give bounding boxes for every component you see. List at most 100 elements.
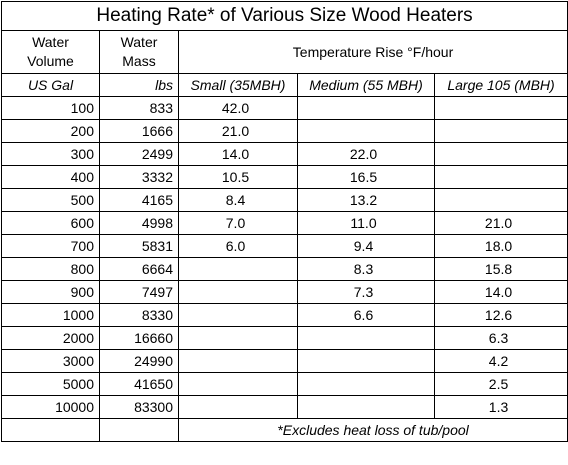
cell-medium — [297, 119, 435, 143]
cell-large — [433, 119, 568, 143]
table-row: 100 833 42.0 — [1, 96, 568, 120]
cell-small: 7.0 — [178, 211, 298, 235]
table-title: Heating Rate* of Various Size Wood Heate… — [0, 1, 568, 31]
unit-medium: Medium (55 MBH) — [297, 73, 435, 97]
cell-large — [433, 96, 568, 120]
cell-small: 8.4 — [178, 188, 298, 212]
cell-us-gal: 500 — [1, 188, 100, 212]
cell-large: 6.3 — [433, 326, 568, 350]
cell-large — [433, 188, 568, 212]
cell-small — [178, 349, 298, 373]
cell-small — [178, 372, 298, 396]
table-row: 2000 16660 6.3 — [1, 326, 568, 350]
cell-medium — [297, 372, 435, 396]
table-row: 200 1666 21.0 — [1, 119, 568, 143]
cell-medium — [297, 395, 435, 419]
cell-large: 21.0 — [433, 211, 568, 235]
heating-rate-table: Heating Rate* of Various Size Wood Heate… — [0, 1, 568, 442]
cell-us-gal: 600 — [1, 211, 100, 235]
footnote: *Excludes heat loss of tub/pool — [177, 418, 568, 442]
units-row: US Gal lbs Small (35MBH) Medium (55 MBH)… — [1, 73, 568, 97]
title-row: Heating Rate* of Various Size Wood Heate… — [0, 1, 568, 31]
cell-lbs: 7497 — [99, 280, 179, 304]
header-water-volume: Water Volume — [1, 30, 100, 74]
cell-small: 21.0 — [178, 119, 298, 143]
cell-large: 14.0 — [433, 280, 568, 304]
table-row: 600 4998 7.0 11.0 21.0 — [1, 211, 568, 235]
cell-medium — [297, 96, 435, 120]
cell-small — [178, 257, 298, 281]
cell-us-gal: 700 — [1, 234, 100, 258]
cell-medium: 22.0 — [297, 142, 435, 166]
unit-large: Large 105 (MBH) — [433, 73, 568, 97]
cell-large: 15.8 — [433, 257, 568, 281]
cell-us-gal: 2000 — [1, 326, 100, 350]
cell-medium — [297, 349, 435, 373]
cell-us-gal: 900 — [1, 280, 100, 304]
unit-small: Small (35MBH) — [178, 73, 298, 97]
cell-lbs: 1666 — [99, 119, 179, 143]
cell-large: 18.0 — [433, 234, 568, 258]
cell-small: 14.0 — [178, 142, 298, 166]
table-row: 300 2499 14.0 22.0 — [1, 142, 568, 166]
cell-medium: 11.0 — [297, 211, 435, 235]
cell-large — [433, 142, 568, 166]
table-row: 900 7497 7.3 14.0 — [1, 280, 568, 304]
cell-small — [178, 280, 298, 304]
cell-us-gal: 3000 — [1, 349, 100, 373]
cell-lbs: 3332 — [99, 165, 179, 189]
header-row: Water Volume Water Mass Temperature Rise… — [1, 30, 568, 74]
cell-large: 12.6 — [433, 303, 568, 327]
cell-medium: 8.3 — [297, 257, 435, 281]
cell-us-gal: 1000 — [1, 303, 100, 327]
cell-lbs: 16660 — [99, 326, 179, 350]
cell-lbs: 8330 — [99, 303, 179, 327]
cell-small — [178, 326, 298, 350]
table-row: 10000 83300 1.3 — [1, 395, 568, 419]
header-water-mass: Water Mass — [99, 30, 179, 74]
cell-small — [178, 395, 298, 419]
cell-large: 1.3 — [433, 395, 568, 419]
cell-us-gal: 5000 — [1, 372, 100, 396]
cell-medium: 9.4 — [297, 234, 435, 258]
table-row: 500 4165 8.4 13.2 — [1, 188, 568, 212]
footnote-row: *Excludes heat loss of tub/pool — [1, 418, 568, 442]
cell-lbs: 41650 — [99, 372, 179, 396]
cell-us-gal: 300 — [1, 142, 100, 166]
table-row: 3000 24990 4.2 — [1, 349, 568, 373]
cell-large: 4.2 — [433, 349, 568, 373]
cell-medium: 13.2 — [297, 188, 435, 212]
cell-lbs: 83300 — [99, 395, 179, 419]
cell-us-gal: 400 — [1, 165, 100, 189]
cell-us-gal: 100 — [1, 96, 100, 120]
cell-medium: 6.6 — [297, 303, 435, 327]
cell-us-gal: 10000 — [1, 395, 100, 419]
cell-large — [433, 165, 568, 189]
table-row: 400 3332 10.5 16.5 — [1, 165, 568, 189]
unit-lbs: lbs — [99, 73, 179, 97]
table-row: 700 5831 6.0 9.4 18.0 — [1, 234, 568, 258]
cell-us-gal: 200 — [1, 119, 100, 143]
cell-lbs: 2499 — [99, 142, 179, 166]
cell-lbs: 6664 — [99, 257, 179, 281]
cell-lbs: 4165 — [99, 188, 179, 212]
cell-large: 2.5 — [433, 372, 568, 396]
cell-small: 6.0 — [178, 234, 298, 258]
footnote-blank-1 — [1, 418, 100, 442]
cell-medium — [297, 326, 435, 350]
unit-us-gal: US Gal — [1, 73, 100, 97]
table-row: 800 6664 8.3 15.8 — [1, 257, 568, 281]
cell-lbs: 24990 — [99, 349, 179, 373]
table-row: 1000 8330 6.6 12.6 — [1, 303, 568, 327]
table-row: 5000 41650 2.5 — [1, 372, 568, 396]
cell-medium: 7.3 — [297, 280, 435, 304]
cell-medium: 16.5 — [297, 165, 435, 189]
cell-small: 42.0 — [178, 96, 298, 120]
cell-small: 10.5 — [178, 165, 298, 189]
cell-lbs: 4998 — [99, 211, 179, 235]
cell-us-gal: 800 — [1, 257, 100, 281]
footnote-blank-2 — [99, 418, 179, 442]
cell-lbs: 5831 — [99, 234, 179, 258]
cell-lbs: 833 — [99, 96, 179, 120]
header-temperature-rise: Temperature Rise °F/hour — [177, 30, 568, 74]
